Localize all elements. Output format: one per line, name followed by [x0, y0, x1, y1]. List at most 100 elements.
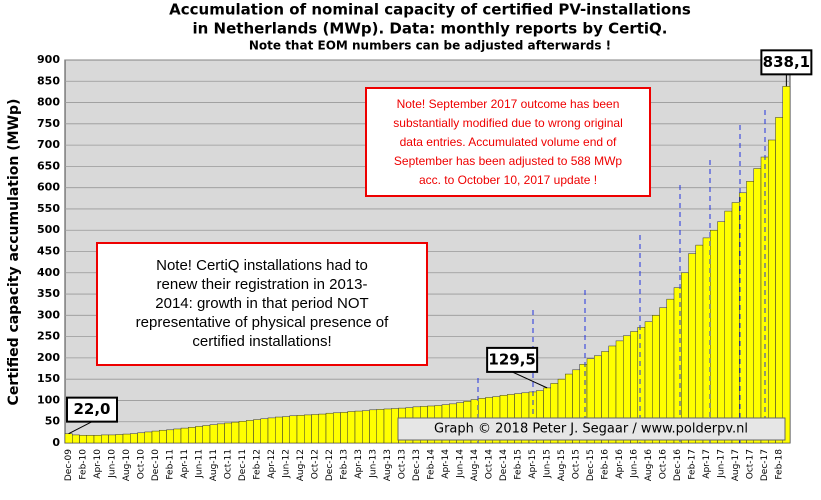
- credit-box: [397, 417, 786, 441]
- y-tick-label: 600: [37, 181, 60, 194]
- bar: [325, 412, 334, 444]
- bar: [202, 425, 211, 444]
- value-label: 838,1: [763, 53, 810, 71]
- bar: [311, 414, 319, 444]
- x-tick-label: Oct-16: [659, 449, 669, 480]
- chart-title-line: in Netherlands (MWp). Data: monthly repo…: [193, 20, 668, 38]
- x-tick-label: Feb-17: [688, 449, 698, 480]
- bar: [79, 435, 87, 444]
- bar: [246, 420, 254, 444]
- bar: [746, 181, 754, 444]
- bar: [151, 430, 160, 444]
- x-tick-label: Oct-13: [398, 449, 408, 479]
- credit: Graph © 2018 Peter J. Segaar / www.polde…: [434, 422, 748, 437]
- y-tick-label: 150: [37, 372, 60, 385]
- bar: [64, 433, 73, 444]
- bar: [333, 412, 341, 444]
- x-tick-label: Feb-10: [79, 449, 89, 480]
- bar: [289, 415, 298, 444]
- y-tick-label: 850: [37, 74, 60, 87]
- bar: [231, 421, 240, 444]
- x-tick-label: Feb-16: [601, 449, 611, 480]
- x-tick-label: Feb-11: [166, 449, 176, 480]
- bar: [354, 410, 363, 444]
- x-tick-label: Jun-14: [456, 449, 466, 479]
- bar: [144, 431, 153, 444]
- bar: [137, 432, 145, 444]
- x-tick-label: Oct-17: [746, 449, 756, 479]
- y-tick-label: 700: [37, 138, 60, 151]
- x-tick-label: Dec-10: [151, 449, 161, 481]
- x-tick-label: Apr-17: [702, 449, 712, 479]
- y-tick-label: 800: [37, 96, 60, 109]
- bar: [275, 416, 283, 444]
- bar: [347, 411, 356, 444]
- x-tick-label: Jun-13: [369, 449, 379, 479]
- x-tick-label: Feb-14: [427, 449, 437, 480]
- x-tick-label: Jun-17: [717, 449, 727, 479]
- bar: [188, 427, 196, 444]
- bar: [224, 422, 232, 444]
- bar: [340, 412, 348, 444]
- value-label: 129,5: [488, 350, 535, 368]
- x-tick-label: Oct-14: [485, 449, 495, 480]
- bar: [238, 421, 247, 444]
- bar: [369, 409, 377, 444]
- x-tick-label: Aug-14: [470, 449, 480, 482]
- x-tick-label: Apr-16: [615, 449, 625, 479]
- note-left-line: 2014: growth in that period NOT: [155, 295, 368, 312]
- x-tick-label: Jun-12: [282, 449, 292, 479]
- bar: [731, 202, 740, 444]
- y-tick-label: 250: [37, 330, 60, 343]
- bar: [267, 417, 276, 444]
- bar: [253, 419, 261, 444]
- x-tick-label: Apr-11: [180, 449, 190, 479]
- note-left-line: representative of physical presence of: [136, 314, 389, 331]
- note-left-line: renew their registration in 2013-: [157, 276, 368, 293]
- x-tick-label: Dec-17: [760, 449, 770, 481]
- y-tick-label: 50: [45, 415, 61, 428]
- x-tick-label: Aug-15: [557, 449, 567, 481]
- bar: [782, 86, 791, 444]
- x-tick-label: Jun-11: [195, 449, 205, 479]
- x-tick-label: Apr-14: [441, 449, 451, 479]
- bar: [195, 426, 203, 444]
- chart-subtitle: Note that EOM numbers can be adjusted af…: [249, 39, 611, 53]
- x-tick-label: Jun-10: [108, 449, 118, 479]
- y-tick-label: 400: [37, 266, 60, 279]
- bar: [724, 210, 733, 444]
- bar: [376, 409, 385, 444]
- note-left-box: [96, 242, 428, 366]
- x-tick-label: Oct-11: [224, 449, 234, 479]
- bar: [115, 434, 124, 444]
- x-tick-label: Aug-13: [383, 449, 393, 481]
- bar: [108, 434, 116, 444]
- x-tick-label: Feb-12: [253, 449, 263, 480]
- x-tick-label: Dec-16: [673, 449, 683, 481]
- y-tick-label: 550: [37, 202, 60, 215]
- note-left-line: certified installations!: [192, 333, 331, 350]
- x-tick-label: Oct-12: [311, 449, 321, 479]
- note-right-line: September has been adjusted to 588 MWp: [394, 154, 622, 168]
- bar: [296, 415, 305, 444]
- y-tick-label: 750: [37, 117, 60, 130]
- bar: [159, 429, 167, 444]
- x-tick-label: Apr-13: [354, 449, 364, 479]
- bar: [717, 221, 725, 444]
- y-axis-label: Certified capacity accumulation (MWp): [6, 99, 22, 406]
- x-tick-label: Apr-10: [93, 449, 103, 479]
- bar: [260, 418, 269, 444]
- bar: [180, 427, 189, 444]
- year-markers: [477, 110, 766, 443]
- bar: [695, 244, 704, 444]
- y-tick-label: 300: [37, 308, 60, 321]
- bar: [383, 408, 392, 444]
- note-right-line: data entries. Accumulated volume end of: [400, 135, 617, 149]
- x-tick-label: Aug-10: [122, 449, 132, 482]
- bar: [209, 424, 218, 444]
- x-tick-label: Dec-11: [238, 449, 248, 481]
- value-label-box: [486, 346, 539, 373]
- x-tick-label: Jun-16: [630, 449, 640, 479]
- y-tick-label: 350: [37, 287, 60, 300]
